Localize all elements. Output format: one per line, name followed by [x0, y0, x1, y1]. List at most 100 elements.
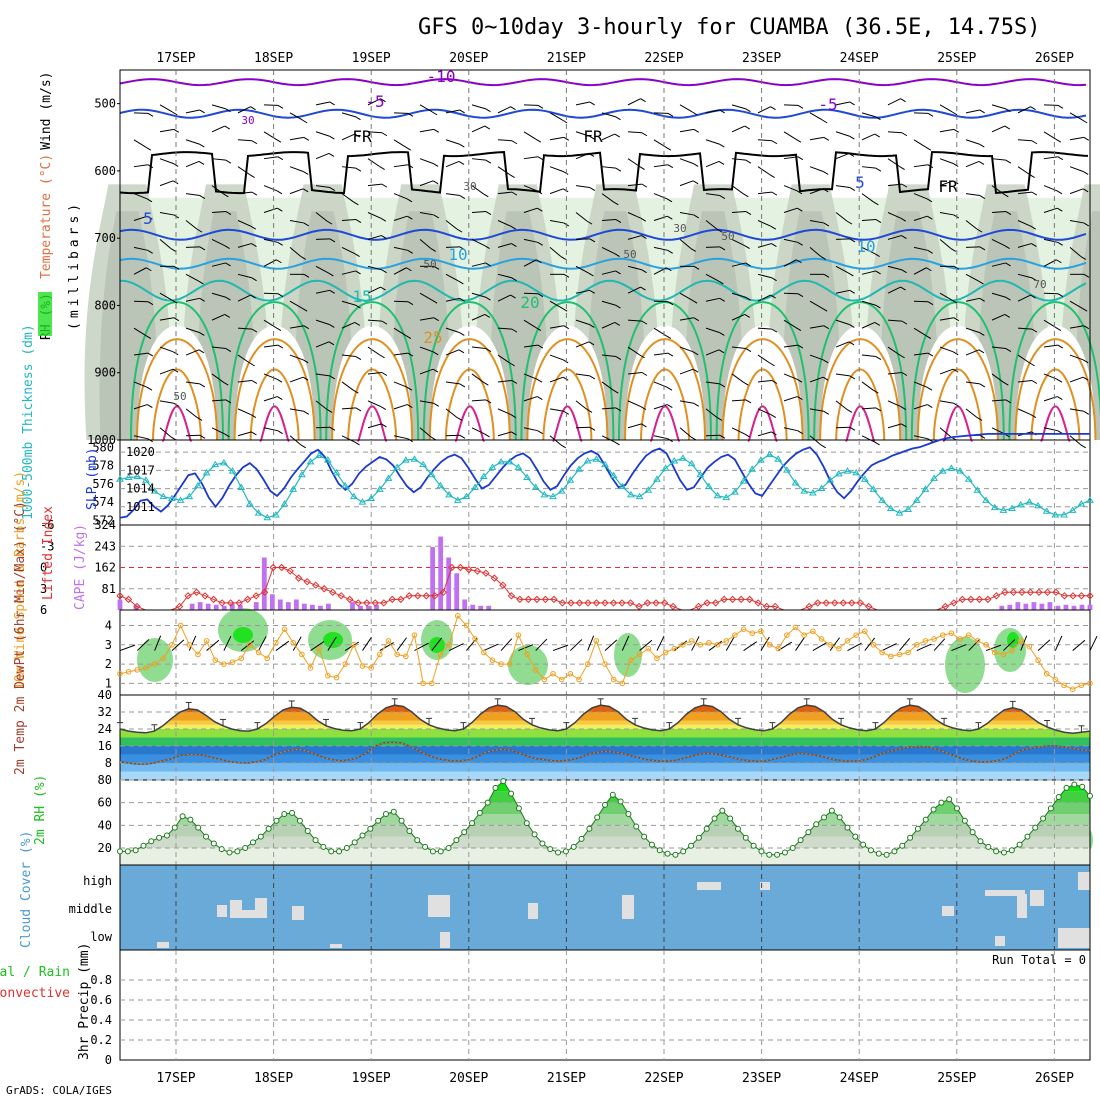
wind-barb-feather — [250, 414, 257, 418]
wind-barb — [887, 212, 901, 219]
li-marker — [660, 599, 669, 607]
cape-tick-label: 81 — [102, 582, 116, 596]
rh-band — [120, 836, 1090, 848]
wind-barb — [133, 267, 147, 275]
wind-barb — [575, 212, 588, 222]
wind-barb — [315, 131, 330, 137]
wind-barb-feather — [771, 380, 778, 384]
cape-bar — [470, 604, 476, 610]
contour-20 — [715, 301, 810, 441]
thickness-marker — [618, 482, 627, 490]
thickness-marker — [644, 486, 653, 493]
wind-speed-marker — [602, 661, 608, 667]
li-marker — [541, 595, 550, 604]
wind-barb-feather — [196, 228, 203, 233]
rh-marker — [711, 815, 718, 822]
li-marker — [745, 595, 754, 604]
wind-barb — [341, 112, 356, 118]
li-marker — [226, 599, 235, 607]
contour-25-inner — [542, 368, 593, 441]
wind-barb — [587, 635, 595, 651]
wind-barb-feather — [147, 352, 154, 357]
rh-marker — [734, 825, 741, 832]
precip-tick-label: 0.4 — [90, 1013, 112, 1027]
wind-barb — [393, 381, 408, 388]
wind-barb-feather — [1081, 119, 1088, 124]
contour-25-inner — [1030, 368, 1081, 441]
wind-speed-marker — [775, 645, 782, 652]
wind-barb — [939, 239, 952, 249]
wind-speed-marker — [688, 638, 695, 644]
wind-barb-feather — [691, 111, 698, 116]
wind-barb-feather — [353, 201, 359, 206]
thickness-marker — [419, 460, 428, 468]
wind-barb — [809, 408, 824, 412]
wind-barb-feather — [692, 163, 699, 167]
wind-barb — [237, 106, 251, 114]
li-tick-label: 0 — [40, 561, 47, 575]
thickness-tick-label: 578 — [92, 459, 114, 473]
wind-barb-feather — [745, 348, 752, 352]
contour-20 — [910, 301, 1005, 441]
rh-blob-bright — [323, 632, 343, 648]
wind-barb-feather — [1029, 362, 1035, 367]
wind-barb-feather — [848, 341, 855, 346]
contour-20 — [520, 301, 615, 441]
wind-barb — [133, 193, 148, 200]
wind-barb — [881, 643, 897, 652]
contour-20 — [130, 301, 224, 441]
wind-barb-feather — [952, 351, 959, 356]
rh-marker — [304, 828, 311, 834]
wind-barb — [991, 185, 1004, 195]
wind-barb-feather — [407, 249, 413, 254]
wind-speed-marker — [368, 665, 374, 671]
contour-label: -5 — [365, 92, 384, 111]
cape-bar — [462, 599, 468, 610]
thickness-marker — [860, 475, 869, 482]
wind-barb-feather — [249, 362, 255, 367]
wind-barb — [237, 379, 252, 383]
wind-barb-feather — [277, 156, 284, 161]
wind-barb — [552, 644, 569, 652]
wind-barb-feather — [822, 376, 829, 381]
wind-barb-feather — [199, 195, 206, 199]
wind-barb — [419, 104, 433, 113]
wind-barb — [601, 112, 616, 118]
wind-barb-feather — [329, 187, 336, 191]
li-marker — [473, 567, 482, 575]
thickness-marker — [722, 493, 731, 501]
wind-barb-feather — [873, 389, 879, 394]
wind-barb — [1017, 106, 1031, 114]
wind-barb-feather — [718, 280, 724, 285]
wind-barb-feather — [170, 247, 176, 252]
wind-barb-feather — [771, 328, 778, 333]
wind-barb-feather — [458, 280, 464, 285]
wind-barb — [705, 220, 718, 230]
cloud-ylabel: Cloud Cover (%) — [19, 831, 34, 948]
wind-barb — [362, 637, 372, 651]
wind-barb — [133, 381, 148, 388]
thickness-marker — [557, 487, 566, 494]
contour-label: -5 — [818, 95, 837, 114]
wind-barb-feather — [692, 368, 699, 373]
thickness-marker — [323, 456, 332, 463]
wind-barb — [731, 158, 746, 161]
wind-barb-feather — [976, 417, 983, 421]
li-marker — [286, 567, 294, 575]
wind-barb — [466, 637, 478, 651]
wind-barb-feather — [277, 396, 283, 400]
wind-barb-feather — [796, 378, 803, 383]
wind-barb — [601, 321, 615, 329]
thickness-marker — [1016, 500, 1025, 508]
wind-barb — [393, 327, 407, 336]
li-marker — [184, 592, 192, 600]
wind-barb — [939, 317, 954, 321]
wind-barb — [991, 313, 1005, 321]
wind-barb — [263, 238, 278, 243]
thickness-marker — [973, 486, 982, 493]
wind-barb — [367, 423, 382, 429]
wind-barb-feather — [1003, 193, 1009, 198]
li-marker — [848, 599, 856, 607]
